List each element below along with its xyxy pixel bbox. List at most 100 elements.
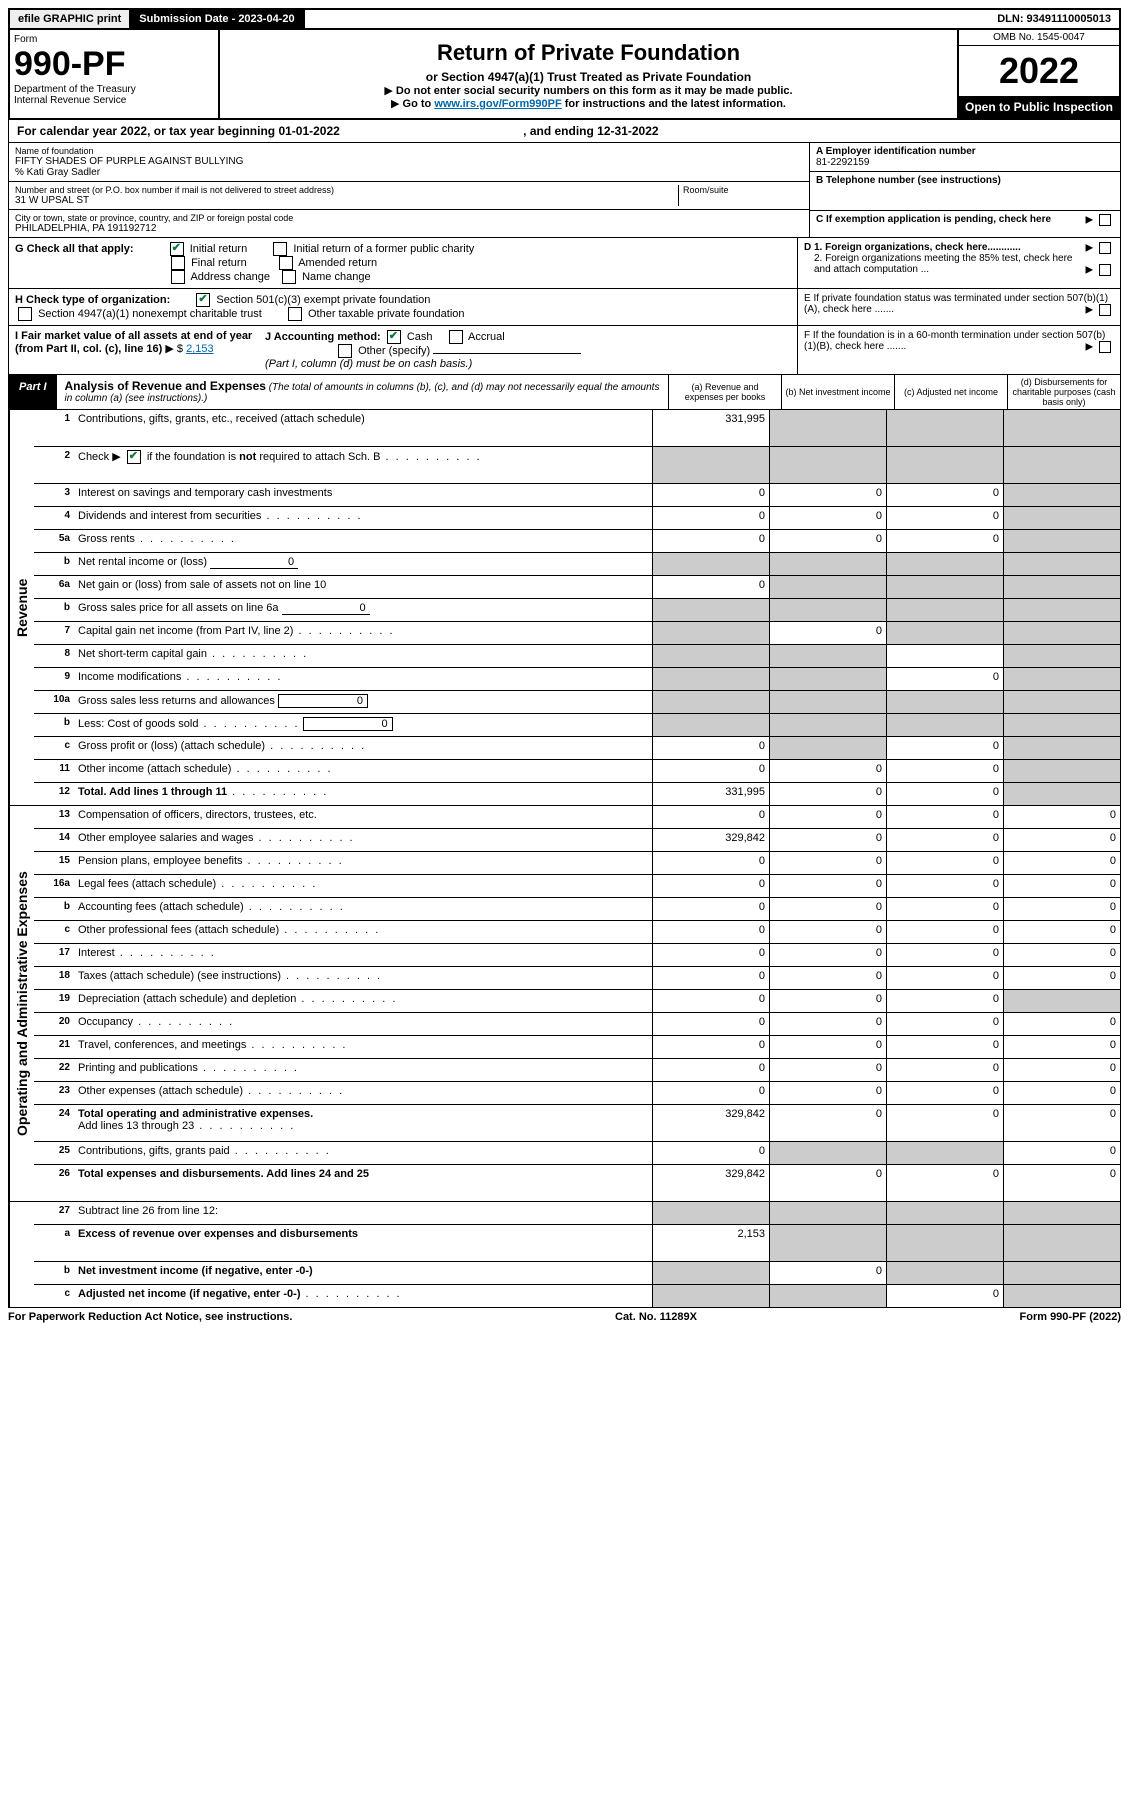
tax-year: 2022 xyxy=(959,46,1119,96)
page-footer: For Paperwork Reduction Act Notice, see … xyxy=(8,1308,1121,1326)
j-note: (Part I, column (d) must be on cash basi… xyxy=(265,358,472,370)
exemption-pending-label: C If exemption application is pending, c… xyxy=(816,214,1051,225)
d1-checkbox[interactable] xyxy=(1099,242,1111,254)
ein-value: 81-2292159 xyxy=(816,157,1114,168)
care-of: % Kati Gray Sadler xyxy=(15,167,803,178)
table-row: cOther professional fees (attach schedul… xyxy=(34,921,1120,944)
efile-print-button[interactable]: efile GRAPHIC print xyxy=(10,10,131,28)
cash-checkbox[interactable] xyxy=(387,330,401,344)
h-label: H Check type of organization: xyxy=(15,294,170,306)
ein-label: A Employer identification number xyxy=(816,146,976,157)
part1-title: Analysis of Revenue and Expenses xyxy=(65,379,266,393)
section-h-e: H Check type of organization: Section 50… xyxy=(8,289,1121,326)
irs-label: Internal Revenue Service xyxy=(14,95,214,106)
section-g-d: G Check all that apply: Initial return I… xyxy=(8,238,1121,289)
amended-return-checkbox[interactable] xyxy=(279,256,293,270)
col-c-header: (c) Adjusted net income xyxy=(894,375,1007,409)
paperwork-notice: For Paperwork Reduction Act Notice, see … xyxy=(8,1311,292,1323)
other-taxable-checkbox[interactable] xyxy=(288,307,302,321)
table-row: 6aNet gain or (loss) from sale of assets… xyxy=(34,576,1120,599)
col-a-header: (a) Revenue and expenses per books xyxy=(668,375,781,409)
table-row: 26Total expenses and disbursements. Add … xyxy=(34,1165,1120,1201)
table-row: 21Travel, conferences, and meetings0000 xyxy=(34,1036,1120,1059)
exemption-pending-checkbox[interactable] xyxy=(1099,214,1111,226)
other-method-checkbox[interactable] xyxy=(338,344,352,358)
schb-checkbox[interactable] xyxy=(127,450,141,464)
street-address: 31 W UPSAL ST xyxy=(15,195,678,206)
fmv-value[interactable]: 2,153 xyxy=(186,343,214,355)
table-row: bNet investment income (if negative, ent… xyxy=(34,1262,1120,1285)
expenses-side-label: Operating and Administrative Expenses xyxy=(9,806,34,1201)
part1-tab: Part I xyxy=(9,375,57,409)
name-label: Name of foundation xyxy=(15,146,803,156)
table-row: 10aGross sales less returns and allowanc… xyxy=(34,691,1120,714)
name-change-checkbox[interactable] xyxy=(282,270,296,284)
part1-header: Part I Analysis of Revenue and Expenses … xyxy=(8,375,1121,410)
f-label: F If the foundation is in a 60-month ter… xyxy=(804,330,1105,352)
i-label: I Fair market value of all assets at end… xyxy=(15,330,252,355)
form-title: Return of Private Foundation xyxy=(226,40,951,66)
table-row: 27Subtract line 26 from line 12: xyxy=(34,1202,1120,1225)
dept-treasury: Department of the Treasury xyxy=(14,84,214,95)
col-d-header: (d) Disbursements for charitable purpose… xyxy=(1007,375,1120,409)
table-row: 4Dividends and interest from securities0… xyxy=(34,507,1120,530)
table-row: 8Net short-term capital gain xyxy=(34,645,1120,668)
table-row: 23Other expenses (attach schedule)0000 xyxy=(34,1082,1120,1105)
table-row: 20Occupancy0000 xyxy=(34,1013,1120,1036)
city-state-zip: PHILADELPHIA, PA 191192712 xyxy=(15,223,803,234)
table-row: 9Income modifications0 xyxy=(34,668,1120,691)
g-label: G Check all that apply: xyxy=(15,243,134,255)
accrual-checkbox[interactable] xyxy=(449,330,463,344)
initial-return-checkbox[interactable] xyxy=(170,242,184,256)
room-label: Room/suite xyxy=(683,185,803,195)
note-ssn: Do not enter social security numbers on … xyxy=(226,84,951,97)
table-row: 1Contributions, gifts, grants, etc., rec… xyxy=(34,410,1120,447)
initial-former-checkbox[interactable] xyxy=(273,242,287,256)
table-row: cAdjusted net income (if negative, enter… xyxy=(34,1285,1120,1307)
phone-label: B Telephone number (see instructions) xyxy=(816,175,1001,186)
col-b-header: (b) Net investment income xyxy=(781,375,894,409)
table-row: 5aGross rents000 xyxy=(34,530,1120,553)
table-row: bNet rental income or (loss) 0 xyxy=(34,553,1120,576)
table-row: 7Capital gain net income (from Part IV, … xyxy=(34,622,1120,645)
j-label: J Accounting method: xyxy=(265,331,381,343)
table-row: 14Other employee salaries and wages329,8… xyxy=(34,829,1120,852)
form-number: 990-PF xyxy=(14,45,214,84)
table-row: cGross profit or (loss) (attach schedule… xyxy=(34,737,1120,760)
revenue-side-label: Revenue xyxy=(9,410,34,805)
table-row: bLess: Cost of goods sold 0 xyxy=(34,714,1120,737)
e-checkbox[interactable] xyxy=(1099,304,1111,316)
d2-checkbox[interactable] xyxy=(1099,264,1111,276)
501c3-checkbox[interactable] xyxy=(196,293,210,307)
note-goto: Go to www.irs.gov/Form990PF for instruct… xyxy=(226,97,951,110)
form-ref: Form 990-PF (2022) xyxy=(1020,1311,1122,1323)
cat-no: Cat. No. 11289X xyxy=(615,1311,697,1323)
4947a1-checkbox[interactable] xyxy=(18,307,32,321)
foundation-name: FIFTY SHADES OF PURPLE AGAINST BULLYING xyxy=(15,156,803,167)
table-row: 16aLegal fees (attach schedule)0000 xyxy=(34,875,1120,898)
form-word: Form xyxy=(14,34,214,45)
section-i-j-f: I Fair market value of all assets at end… xyxy=(8,326,1121,375)
form-url-link[interactable]: www.irs.gov/Form990PF xyxy=(434,98,561,110)
submission-date: Submission Date - 2023-04-20 xyxy=(131,10,304,28)
table-row: 2Check ▶ if the foundation is not requir… xyxy=(34,447,1120,484)
table-row: aExcess of revenue over expenses and dis… xyxy=(34,1225,1120,1262)
addr-label: Number and street (or P.O. box number if… xyxy=(15,185,678,195)
table-row: 12Total. Add lines 1 through 11331,99500 xyxy=(34,783,1120,805)
d2-label: 2. Foreign organizations meeting the 85%… xyxy=(804,253,1114,275)
final-return-checkbox[interactable] xyxy=(171,256,185,270)
revenue-table: Revenue 1Contributions, gifts, grants, e… xyxy=(8,410,1121,806)
top-bar: efile GRAPHIC print Submission Date - 20… xyxy=(8,8,1121,30)
open-public-badge: Open to Public Inspection xyxy=(959,96,1119,118)
city-label: City or town, state or province, country… xyxy=(15,213,803,223)
address-change-checkbox[interactable] xyxy=(171,270,185,284)
calendar-year-row: For calendar year 2022, or tax year begi… xyxy=(8,120,1121,143)
table-row: bGross sales price for all assets on lin… xyxy=(34,599,1120,622)
dln: DLN: 93491110005013 xyxy=(989,10,1119,28)
line27-table: 27Subtract line 26 from line 12: aExcess… xyxy=(8,1202,1121,1308)
form-subtitle: or Section 4947(a)(1) Trust Treated as P… xyxy=(226,70,951,84)
omb-number: OMB No. 1545-0047 xyxy=(959,30,1119,46)
table-row: 11Other income (attach schedule)000 xyxy=(34,760,1120,783)
table-row: 17Interest0000 xyxy=(34,944,1120,967)
f-checkbox[interactable] xyxy=(1099,341,1111,353)
